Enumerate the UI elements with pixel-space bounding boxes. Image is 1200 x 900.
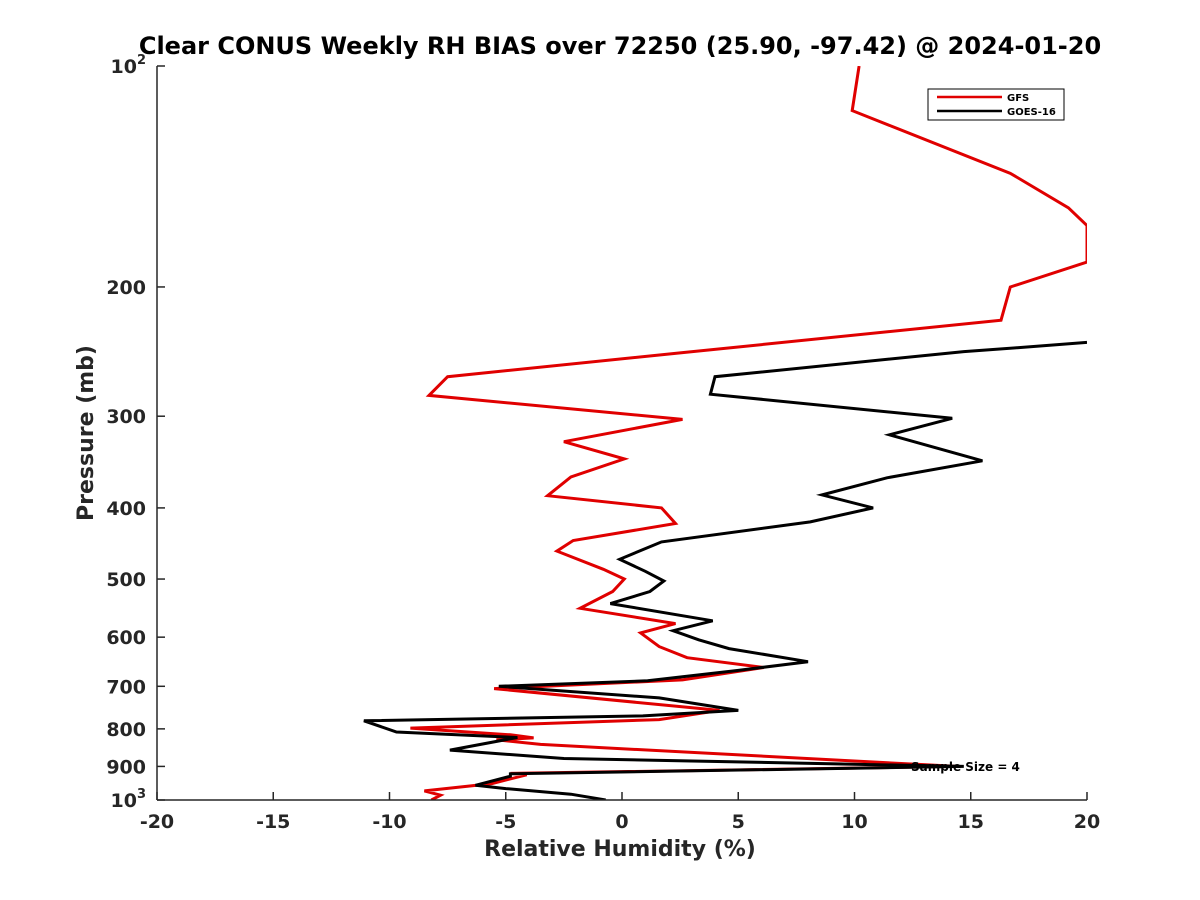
x-tick-label: -20 [140,811,174,833]
y-tick-base: 200 [106,277,146,299]
y-tick-base: 700 [106,676,146,698]
x-tick-label: 5 [732,811,745,833]
y-tick-label: 102 [111,53,147,78]
y-tick-base: 800 [106,719,146,741]
y-tick-exponent: 2 [137,53,146,68]
y-tick-label: 700 [106,676,146,698]
y-tick-label: 800 [106,719,146,741]
y-tick-base: 10 [111,56,137,78]
plot-area [157,66,1087,800]
legend-box [927,88,1065,121]
y-tick-base: 600 [106,627,146,649]
chart-title: Clear CONUS Weekly RH BIAS over 72250 (2… [139,32,1101,60]
x-tick-label: 0 [615,811,628,833]
y-axis-label: Pressure (mb) [74,345,99,521]
x-tick-label: 15 [958,811,984,833]
y-tick-label: 600 [106,627,146,649]
x-tick-label: -10 [372,811,406,833]
legend-label-goes16: GOES-16 [1007,107,1056,118]
y-tick-base: 300 [106,406,146,428]
series-line-gfs [410,66,1087,800]
y-tick-label: 900 [106,756,146,778]
x-axis-label: Relative Humidity (%) [484,837,756,862]
x-tick-label: -15 [256,811,290,833]
x-tick-label: 10 [841,811,867,833]
x-tick-label: 20 [1074,811,1100,833]
series-line-goes16 [363,340,1087,800]
y-tick-base: 900 [106,756,146,778]
series-lines [363,66,1087,800]
y-tick-label: 103 [111,787,147,812]
y-tick-label: 400 [106,498,146,520]
legend-label-gfs: GFS [1007,93,1029,104]
y-tick-exponent: 3 [137,787,146,802]
y-tick-label: 300 [106,406,146,428]
y-tick-base: 400 [106,498,146,520]
legend: GFS GOES-16 [927,88,1065,121]
y-tick-label: 500 [106,569,146,591]
y-tick-base: 10 [111,790,137,812]
x-axis-ticks: -20 -15 -10 -5 0 5 10 15 20 [140,792,1100,833]
sample-size-annotation: Sample Size = 4 [911,760,1020,774]
y-tick-base: 500 [106,569,146,591]
x-tick-label: -5 [495,811,516,833]
y-tick-label: 200 [106,277,146,299]
